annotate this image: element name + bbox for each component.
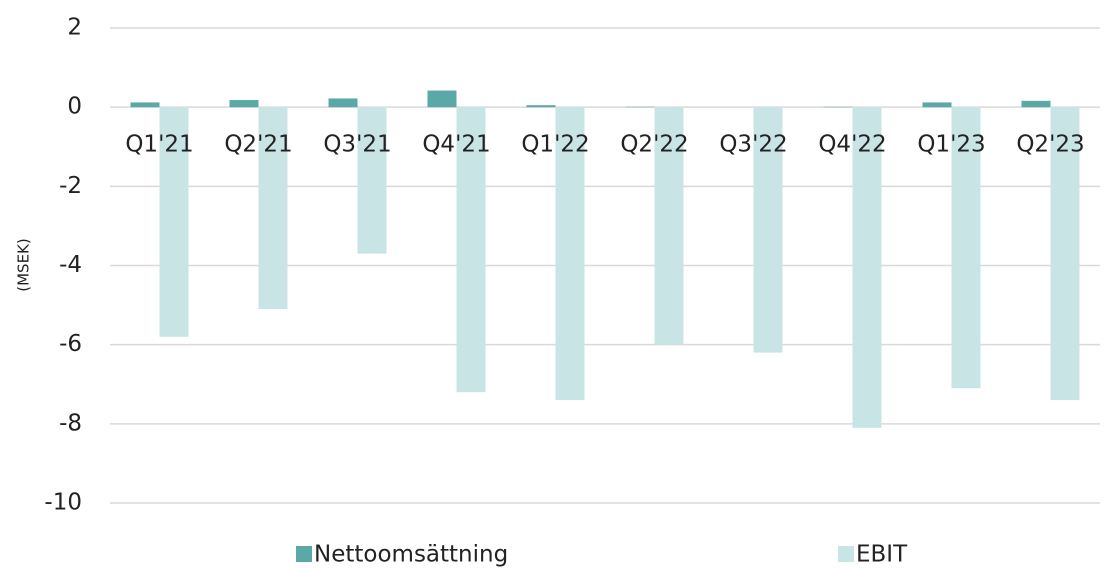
- bar: [1050, 107, 1080, 401]
- x-tick-label: Q2'22: [620, 132, 688, 158]
- legend-swatch: [838, 546, 854, 562]
- x-tick-label: Q1'23: [917, 132, 985, 158]
- y-tick-label: 2: [67, 15, 82, 41]
- x-tick-label: Q3'21: [323, 132, 391, 158]
- y-tick-label: -8: [59, 410, 82, 436]
- y-tick-label: -10: [44, 490, 82, 516]
- bar: [852, 107, 882, 428]
- bar: [951, 107, 981, 389]
- bar: [159, 107, 189, 337]
- bar: [258, 107, 288, 310]
- x-tick-label: Q4'21: [422, 132, 490, 158]
- bar: [328, 98, 358, 108]
- y-tick-label: -4: [59, 252, 82, 278]
- bar: [229, 100, 259, 108]
- legend-swatch: [296, 546, 312, 562]
- x-tick-label: Q1'22: [521, 132, 589, 158]
- legend-label: EBIT: [856, 542, 908, 568]
- bar: [357, 107, 387, 254]
- x-tick-label: Q2'23: [1016, 132, 1084, 158]
- bar: [753, 107, 783, 353]
- y-axis-label: (MSEK): [15, 238, 33, 291]
- bar: [130, 102, 160, 108]
- bar: [922, 102, 952, 108]
- bar: [427, 90, 457, 108]
- x-tick-label: Q2'21: [224, 132, 292, 158]
- y-tick-label: -6: [59, 331, 82, 357]
- x-tick-label: Q1'21: [125, 132, 193, 158]
- x-tick-label: Q4'22: [818, 132, 886, 158]
- bar: [1021, 100, 1051, 108]
- bar: [526, 105, 556, 108]
- bar: [456, 107, 486, 393]
- legend-label: Nettoomsättning: [314, 542, 508, 568]
- bar: [555, 107, 585, 401]
- y-tick-label: 0: [67, 94, 82, 120]
- x-tick-label: Q3'22: [719, 132, 787, 158]
- y-tick-label: -2: [59, 173, 82, 199]
- bar: [654, 107, 684, 345]
